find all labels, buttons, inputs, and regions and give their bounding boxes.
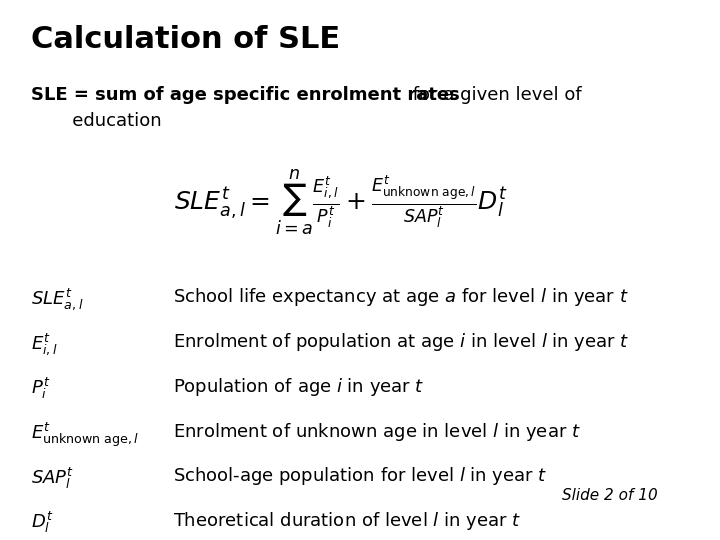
Text: $SLE^{t}_{a,l} = \sum_{i=a}^{n} \frac{E^{t}_{i,l}}{P^{t}_{i}} + \frac{E^{t}_{\ma: $SLE^{t}_{a,l} = \sum_{i=a}^{n} \frac{E^… (174, 167, 508, 237)
Text: $SLE^{t}_{a,l}$: $SLE^{t}_{a,l}$ (31, 286, 84, 312)
Text: Population of age $i$ in year $t$: Population of age $i$ in year $t$ (173, 376, 424, 398)
Text: Slide 2 of 10: Slide 2 of 10 (562, 488, 658, 503)
Text: education: education (55, 112, 161, 130)
Text: $P^{t}_{i}$: $P^{t}_{i}$ (31, 376, 50, 401)
Text: $E^{t}_{\mathrm{unknown\ age,}l}$: $E^{t}_{\mathrm{unknown\ age,}l}$ (31, 421, 139, 449)
Text: Enrolment of population at age $i$ in level $l$ in year $t$: Enrolment of population at age $i$ in le… (173, 331, 629, 353)
Text: Enrolment of unknown age in level $l$ in year $t$: Enrolment of unknown age in level $l$ in… (173, 421, 580, 443)
Text: Calculation of SLE: Calculation of SLE (31, 24, 341, 53)
Text: SLE = sum of age specific enrolment rates: SLE = sum of age specific enrolment rate… (31, 85, 460, 104)
Text: School-age population for level $l$ in year $t$: School-age population for level $l$ in y… (173, 465, 547, 488)
Text: for a given level of: for a given level of (407, 85, 582, 104)
Text: School life expectancy at age $a$ for level $l$ in year $t$: School life expectancy at age $a$ for le… (173, 286, 629, 308)
Text: $D^{t}_{l}$: $D^{t}_{l}$ (31, 510, 53, 535)
Text: $SAP^{t}_{l}$: $SAP^{t}_{l}$ (31, 465, 74, 491)
Text: $E^{t}_{i,l}$: $E^{t}_{i,l}$ (31, 331, 58, 357)
Text: Theoretical duration of level $l$ in year $t$: Theoretical duration of level $l$ in yea… (173, 510, 521, 532)
